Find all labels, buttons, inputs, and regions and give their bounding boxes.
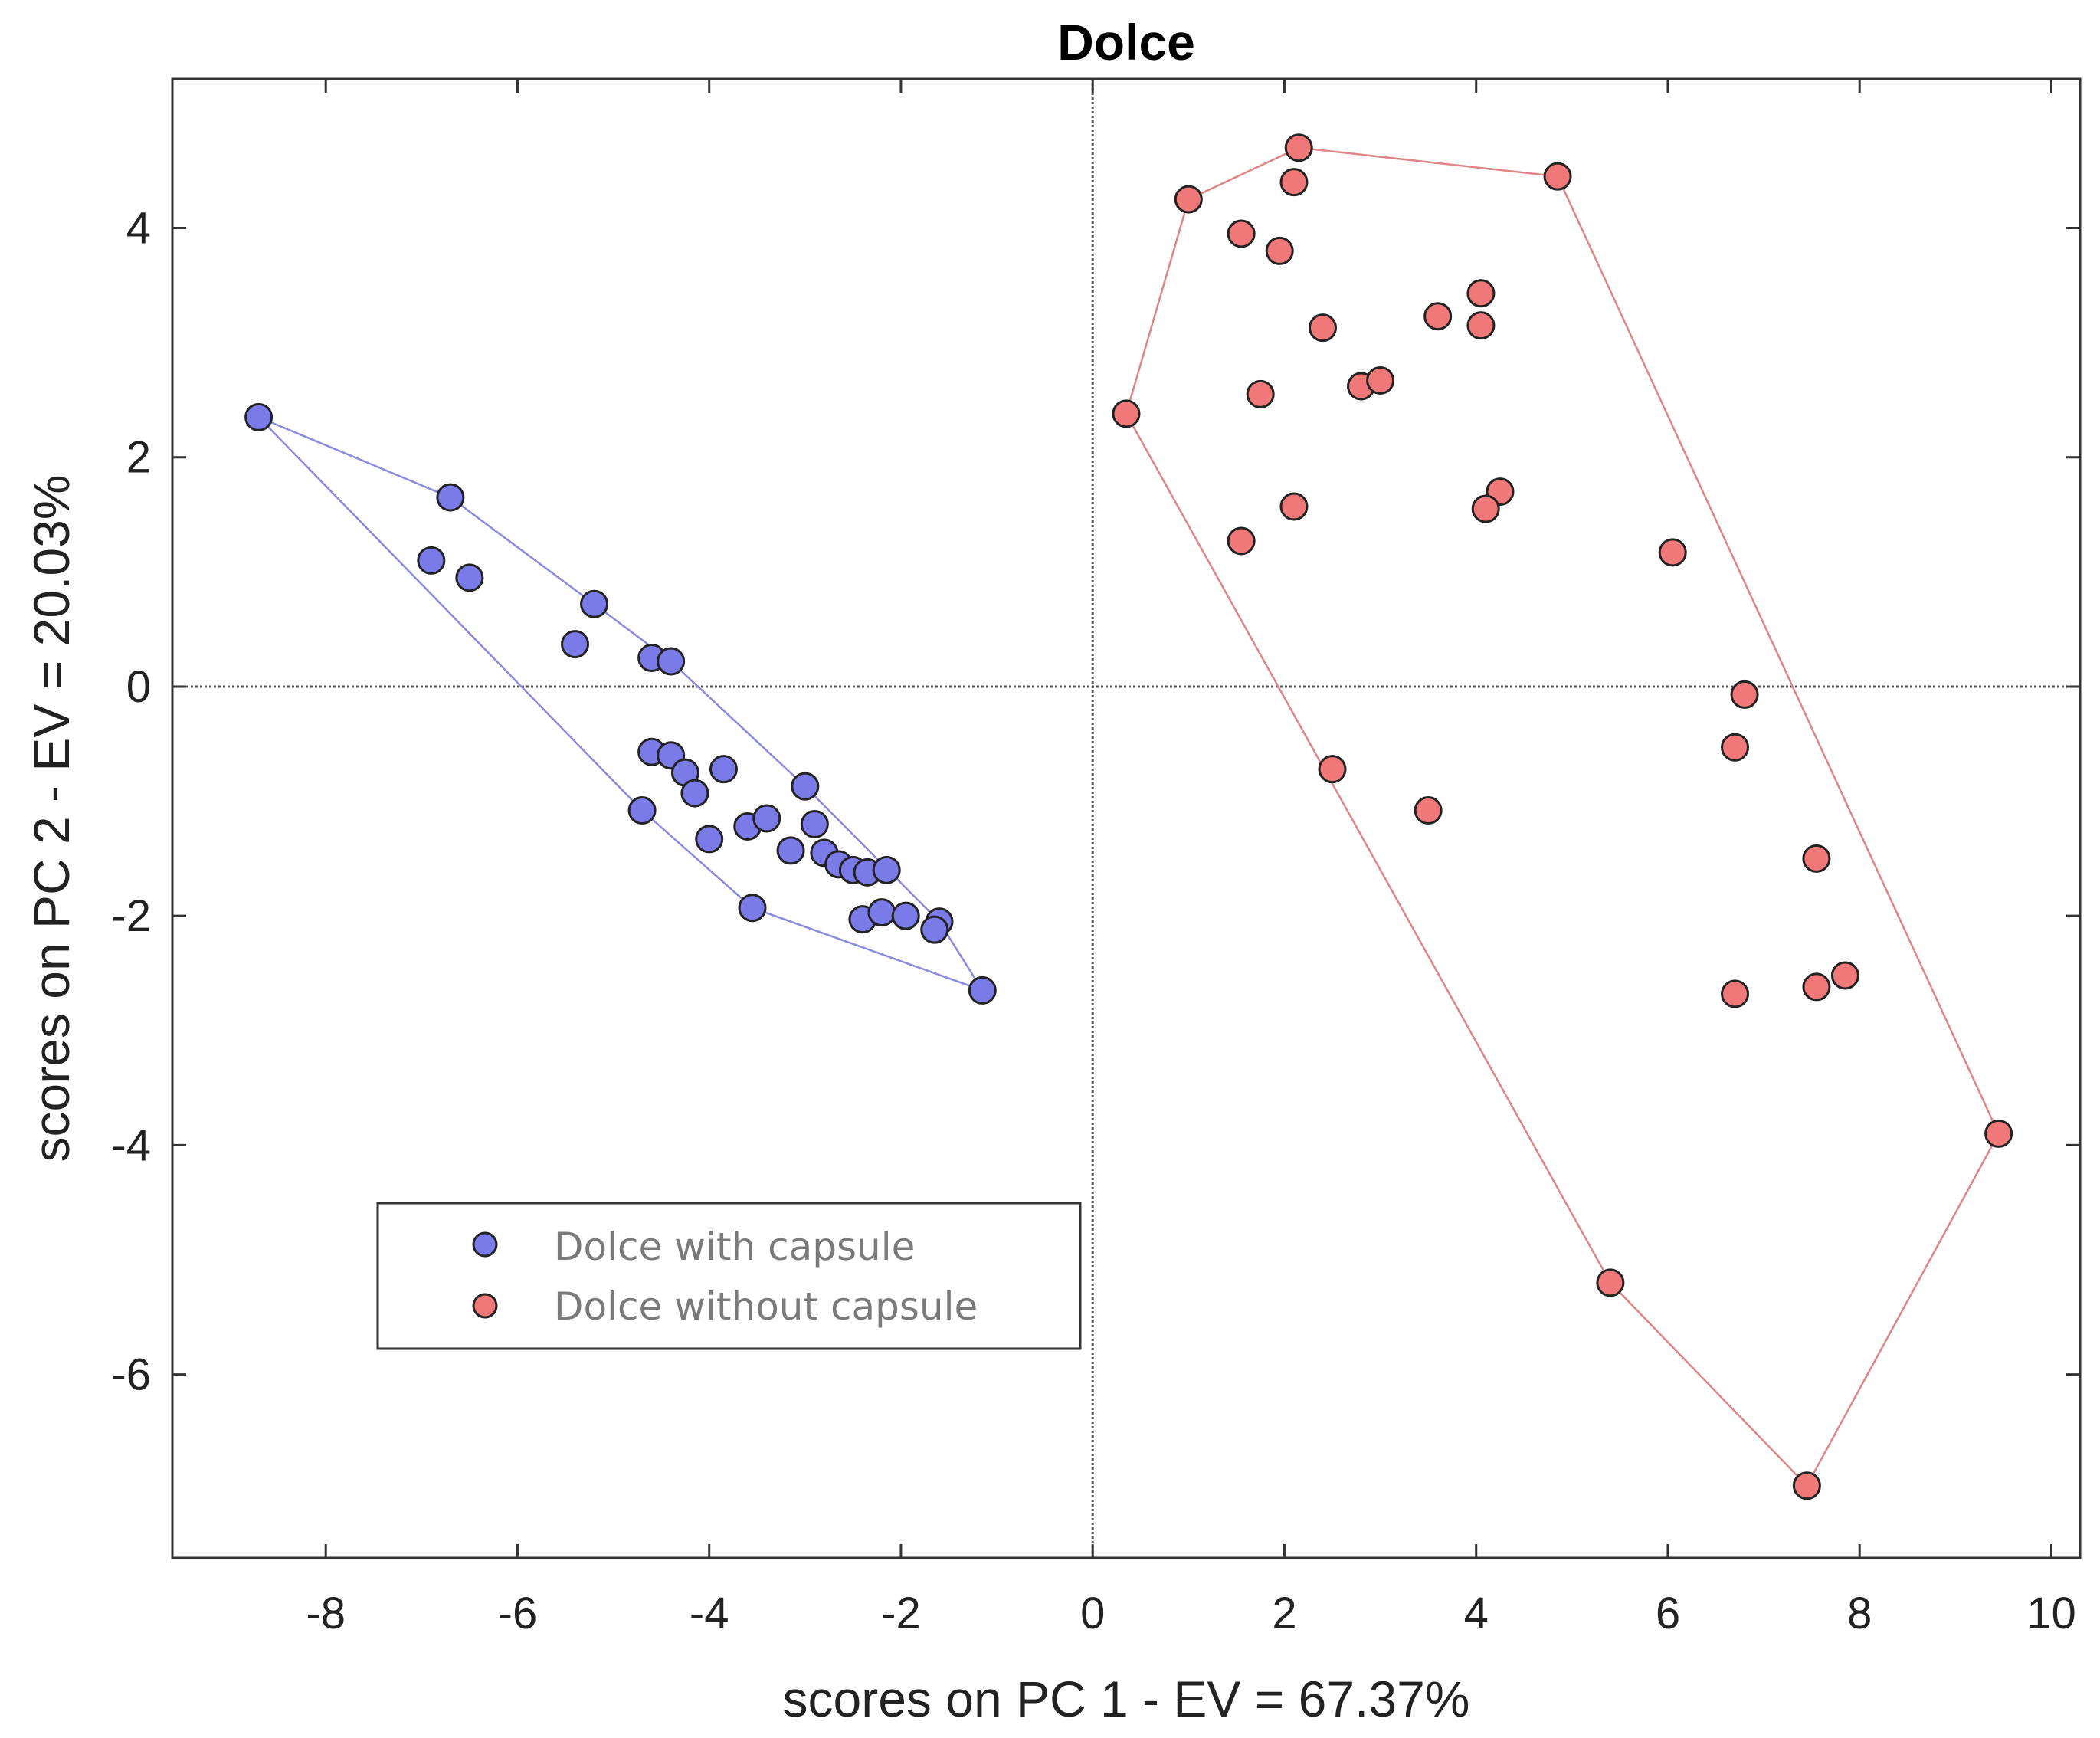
x-tick-label: 0 [1080,1589,1105,1638]
point-series-0-5 [561,630,590,659]
y-tick-label: -4 [111,1120,151,1170]
y-axis-ticks: -6 -4 -2 0 2 4 [111,203,2080,1400]
legend-label-without-capsule: Dolce without capsule [554,1284,978,1329]
legend-marker-with-capsule [472,1231,498,1258]
point-series-0-4 [580,589,609,618]
point-series-1-16 [1279,492,1309,521]
point-series-1-26 [1721,979,1750,1008]
hull-series-0 [257,416,985,992]
legend-label-with-capsule: Dolce with capsule [554,1225,915,1269]
point-series-1-3 [1543,162,1572,191]
point-series-0-18 [800,809,829,838]
x-axis-label: scores on PC 1 - EV = 67.37% [783,1671,1470,1727]
point-series-1-2 [1174,185,1203,214]
point-series-1-23 [1802,844,1831,873]
point-series-0-31 [968,976,997,1005]
point-series-0-30 [920,915,949,944]
legend: Dolce with capsule Dolce without capsule [376,1202,1082,1350]
x-tick-label: 6 [1656,1589,1680,1638]
point-series-1-6 [1466,279,1496,308]
point-series-1-9 [1309,313,1338,343]
point-series-0-2 [417,546,446,575]
point-series-0-14 [695,825,724,854]
x-tick-label: -2 [881,1589,921,1638]
point-series-0-13 [627,796,657,825]
x-tick-label: -8 [306,1589,346,1638]
y-tick-label: 4 [126,203,151,253]
reference-lines [172,79,2080,1558]
point-series-1-21 [1318,755,1347,784]
point-series-0-25 [738,894,767,923]
point-series-1-0 [1284,133,1313,162]
x-tick-label: 8 [1847,1589,1872,1638]
y-tick-label: -2 [111,891,151,941]
point-series-0-11 [680,779,709,808]
point-series-1-10 [1246,379,1275,408]
point-series-1-18 [1658,538,1687,567]
y-axis-label: scores on PC 2 - EV = 20.03% [23,475,80,1162]
point-series-0-7 [657,647,686,676]
point-series-0-19 [776,836,805,865]
point-series-1-12 [1366,366,1395,395]
point-series-1-25 [1802,972,1831,1002]
point-series-1-19 [1730,680,1759,709]
point-series-1-24 [1830,961,1859,990]
point-series-0-28 [891,901,920,930]
x-tick-label: -4 [690,1589,729,1638]
y-tick-label: -6 [111,1350,151,1400]
point-series-0-3 [455,563,484,592]
point-series-1-15 [1471,494,1500,523]
point-series-0-12 [709,755,738,784]
point-series-1-5 [1265,236,1294,265]
point-series-0-27 [867,898,896,927]
x-tick-label: -6 [498,1589,538,1638]
group-hulls [257,146,2000,1487]
point-series-1-13 [1112,399,1141,428]
point-series-1-4 [1227,219,1256,248]
point-series-0-1 [436,483,465,512]
hull-series-1 [1125,146,2000,1487]
point-series-0-16 [752,804,781,833]
point-series-1-20 [1721,733,1750,762]
x-axis-ticks: -8 -6 -4 -2 0 2 4 6 8 10 [306,79,2076,1638]
data-points [244,133,2013,1500]
y-tick-label: 2 [126,433,151,483]
point-series-1-28 [1596,1268,1625,1297]
point-series-0-24 [872,855,901,884]
point-series-0-0 [244,402,274,431]
point-series-0-17 [791,772,820,801]
y-tick-label: 0 [126,662,151,712]
point-series-1-22 [1414,796,1443,825]
point-series-1-8 [1466,311,1496,340]
point-series-1-17 [1227,526,1256,556]
chart-title: Dolce [1057,14,1195,71]
point-series-1-1 [1279,168,1309,197]
x-tick-label: 2 [1272,1589,1296,1638]
legend-box [376,1202,1082,1350]
x-tick-label: 10 [2026,1589,2076,1638]
point-series-1-29 [1792,1471,1821,1500]
point-series-1-7 [1423,302,1453,331]
x-tick-label: 4 [1464,1589,1489,1638]
point-series-1-27 [1984,1119,2013,1148]
legend-marker-without-capsule [472,1293,498,1319]
